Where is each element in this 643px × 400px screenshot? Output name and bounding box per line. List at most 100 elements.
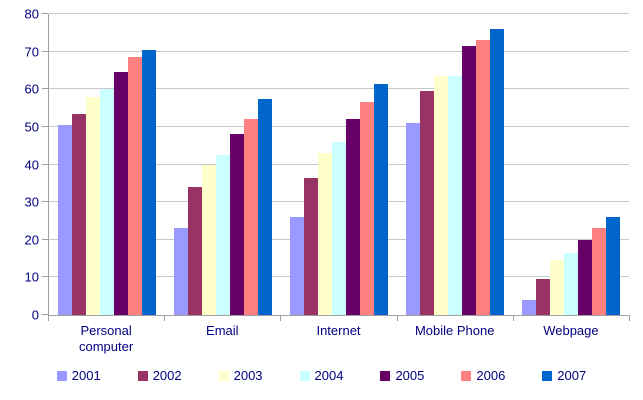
y-axis-tick-label: 60 — [24, 81, 39, 97]
bar-2006 — [592, 228, 606, 315]
y-axis-tick — [42, 238, 48, 240]
y-axis-tick-label: 30 — [24, 194, 39, 210]
x-axis-ticks — [48, 315, 630, 321]
y-axis-tick-label: 50 — [24, 119, 39, 135]
gridline — [49, 50, 629, 52]
bar-2003 — [434, 76, 448, 315]
legend-item: 2006 — [461, 368, 505, 383]
bar-group — [49, 14, 165, 315]
bar-2002 — [420, 91, 434, 315]
x-axis-tick — [396, 315, 398, 321]
legend-item: 2004 — [299, 368, 344, 383]
bar-2004 — [564, 252, 578, 315]
y-axis-tick — [42, 13, 48, 14]
bar-2003 — [318, 153, 332, 315]
y-axis-tick — [42, 125, 48, 127]
bar-2001 — [174, 228, 188, 315]
bar-2001 — [522, 299, 536, 315]
legend-label: 2004 — [314, 368, 344, 383]
bar-2005 — [462, 45, 476, 315]
bar-2004 — [332, 141, 346, 315]
plot-area — [42, 13, 629, 316]
bar-2002 — [304, 177, 318, 315]
legend-item: 2005 — [380, 368, 424, 383]
y-axis: 0 10 20 30 40 50 60 70 80 — [0, 8, 39, 322]
bar-2005 — [578, 239, 592, 315]
legend-swatch-2001 — [56, 370, 67, 381]
legend-swatch-2004 — [299, 370, 310, 381]
x-axis-labels: Personal computer Email Internet Mobile Pho… — [48, 323, 629, 356]
bar-2001 — [290, 217, 304, 315]
bar-2005 — [346, 119, 360, 315]
bar-2003 — [86, 96, 100, 315]
legend-label: 2006 — [476, 368, 506, 383]
x-axis-category-label: Internet — [280, 323, 396, 356]
y-axis-tick-label: 40 — [24, 157, 39, 172]
bar-2004 — [100, 89, 114, 315]
bar-group — [397, 14, 513, 315]
bar-2004 — [216, 155, 230, 315]
y-axis-tick — [42, 163, 48, 165]
legend-swatch-2005 — [380, 370, 391, 381]
bar-group — [165, 14, 281, 315]
bar-2006 — [128, 57, 142, 315]
legend-swatch-2006 — [461, 370, 472, 381]
legend-swatch-2002 — [137, 370, 148, 381]
x-axis-tick — [48, 315, 49, 321]
bar-2002 — [536, 279, 550, 315]
y-axis-tick-label: 20 — [24, 232, 39, 248]
bar-group — [281, 14, 397, 315]
bar-2005 — [230, 134, 244, 315]
bar-2006 — [244, 119, 258, 315]
y-axis-tick — [42, 50, 48, 52]
bar-2007 — [142, 49, 156, 315]
x-axis-category-label: Mobile Phone — [397, 323, 513, 356]
bar-2006 — [360, 102, 374, 315]
gridline — [49, 88, 629, 90]
x-axis-category-label: Email — [164, 323, 280, 356]
x-axis-category-label: Personal computer — [48, 323, 164, 356]
x-axis-category-label: Webpage — [513, 323, 629, 356]
bar-2007 — [606, 217, 620, 315]
bar-groups — [49, 14, 629, 315]
y-axis-tick — [42, 314, 48, 315]
bar-2002 — [72, 113, 86, 315]
bar-2007 — [258, 98, 272, 315]
legend-label: 2005 — [395, 368, 425, 383]
bar-2007 — [374, 83, 388, 315]
bar-group — [513, 14, 629, 315]
y-axis-tick-label: 70 — [24, 44, 39, 60]
bar-2002 — [188, 187, 202, 315]
legend-swatch-2007 — [542, 370, 553, 381]
x-axis-tick — [164, 315, 166, 321]
x-axis-tick — [280, 315, 282, 321]
y-axis-tick-label: 10 — [24, 269, 39, 285]
legend-item: 2002 — [137, 368, 182, 383]
x-axis-category-label-text: Webpage — [543, 323, 599, 338]
legend-item: 2001 — [56, 368, 101, 383]
legend-swatch-2003 — [218, 370, 229, 381]
bar-2003 — [550, 260, 564, 315]
legend-item: 2003 — [218, 368, 263, 383]
y-axis-tick — [42, 276, 48, 278]
bar-2001 — [406, 123, 420, 315]
bar-2007 — [490, 29, 504, 315]
x-axis-category-label-text: Internet — [316, 323, 361, 338]
x-axis-category-label-text: Personal computer — [78, 323, 134, 355]
legend: 2001 2002 2003 2004 2005 2006 2007 — [0, 368, 643, 383]
legend-label: 2003 — [233, 368, 263, 383]
y-axis-tick — [42, 201, 48, 203]
legend-item: 2007 — [542, 368, 586, 383]
bar-2005 — [114, 72, 128, 315]
bar-2004 — [448, 76, 462, 315]
y-axis-tick-label: 0 — [31, 307, 39, 323]
legend-label: 2007 — [557, 368, 587, 383]
y-axis-tick-label: 80 — [24, 6, 39, 22]
x-axis-tick — [629, 315, 630, 321]
x-axis-category-label-text: Email — [206, 323, 239, 338]
bar-2003 — [202, 164, 216, 315]
x-axis-category-label-text: Mobile Phone — [414, 323, 495, 338]
gridline — [49, 125, 629, 127]
legend-label: 2001 — [71, 368, 101, 383]
